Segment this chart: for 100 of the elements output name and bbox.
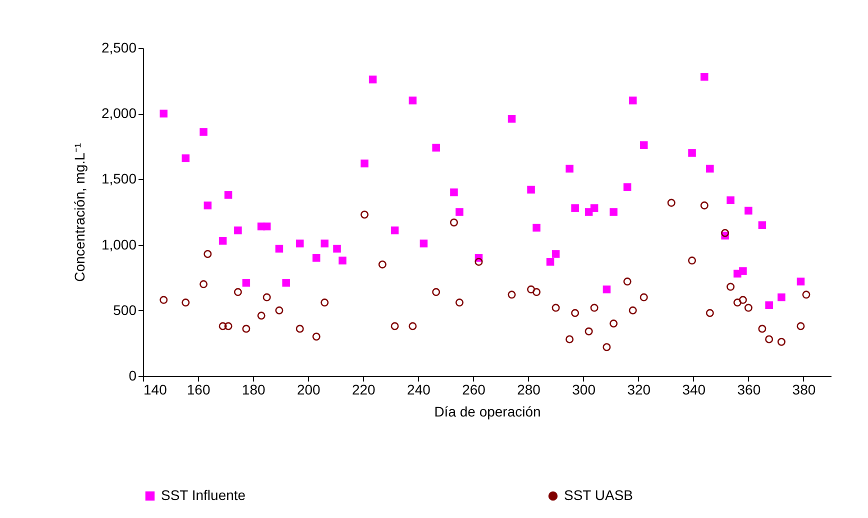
point [378,260,386,268]
y-tick-label: 1,000 [101,236,137,252]
point [527,285,536,294]
point [262,222,271,230]
point [224,191,232,199]
point [360,210,369,219]
x-tick-label: 320 [627,382,651,398]
point [726,196,734,204]
point [408,96,417,104]
point [275,244,284,253]
point [333,244,341,253]
point [234,288,242,296]
x-tick-label: 300 [572,382,596,398]
x-tick-label: 380 [792,382,816,398]
point [796,322,805,330]
point [296,324,304,333]
point [623,278,632,286]
y-tick-label: 0 [128,368,137,384]
x-tick-label: 340 [682,382,706,398]
point [610,320,618,328]
point [758,324,766,333]
y-tick-label: 2,500 [101,40,137,56]
point [532,288,541,296]
point [726,282,735,291]
point [590,204,598,212]
point [590,304,598,312]
point [640,293,648,302]
legend-label: SST UASB [564,487,633,503]
point [667,198,676,207]
point [242,324,250,333]
point [408,322,417,330]
point [546,258,554,266]
point [204,250,212,258]
point [224,322,232,330]
point [450,218,458,226]
point [390,322,399,330]
point [688,256,696,265]
point [739,267,747,275]
y-tick-label: 500 [113,302,137,318]
point [623,183,632,191]
point [257,312,266,320]
point [200,128,208,136]
y-axis-title: Concentración, mg.L⁻¹ [71,142,88,282]
point [706,309,714,318]
point [610,208,618,216]
point [432,144,440,152]
point [296,240,304,248]
x-tick-label: 220 [352,382,376,398]
point [765,335,774,344]
point [390,226,399,234]
point [320,298,329,307]
point [474,258,483,266]
point [368,76,377,84]
point [688,149,696,157]
point [733,298,742,307]
point [455,298,464,307]
point [160,110,168,118]
point [182,154,190,162]
point [571,204,579,212]
legend-label: SST Influente [161,487,246,503]
point [234,226,242,234]
point [628,306,637,314]
point [312,254,320,262]
point [706,164,714,173]
point [552,304,560,312]
point [765,301,773,310]
point [778,293,786,302]
x-tick-label: 140 [144,382,168,398]
x-tick-label: 160 [186,382,210,398]
point [200,280,208,288]
point [700,201,708,210]
point [571,309,580,318]
point [527,186,535,194]
x-tick-label: 260 [462,382,486,398]
point [640,141,648,149]
point [204,202,212,210]
point [456,208,464,216]
point [242,278,250,287]
x-tick-label: 200 [296,382,321,398]
point [566,335,574,344]
x-tick-label: 280 [517,382,541,398]
point [450,188,458,196]
point [338,256,346,264]
point [738,296,747,304]
point [160,296,168,304]
x-axis-title: Día de operación [434,404,541,420]
point [360,160,368,168]
point [602,343,611,352]
point [312,332,320,341]
point [584,327,593,336]
point [744,206,752,215]
point [420,240,428,248]
point [508,290,516,299]
x-tick-label: 240 [407,382,431,398]
point [320,240,329,248]
point [262,293,271,302]
x-tick-label: 180 [242,382,266,398]
point [777,338,786,346]
y-tick-label: 2,000 [101,105,137,122]
x-tick-label: 360 [737,382,761,398]
